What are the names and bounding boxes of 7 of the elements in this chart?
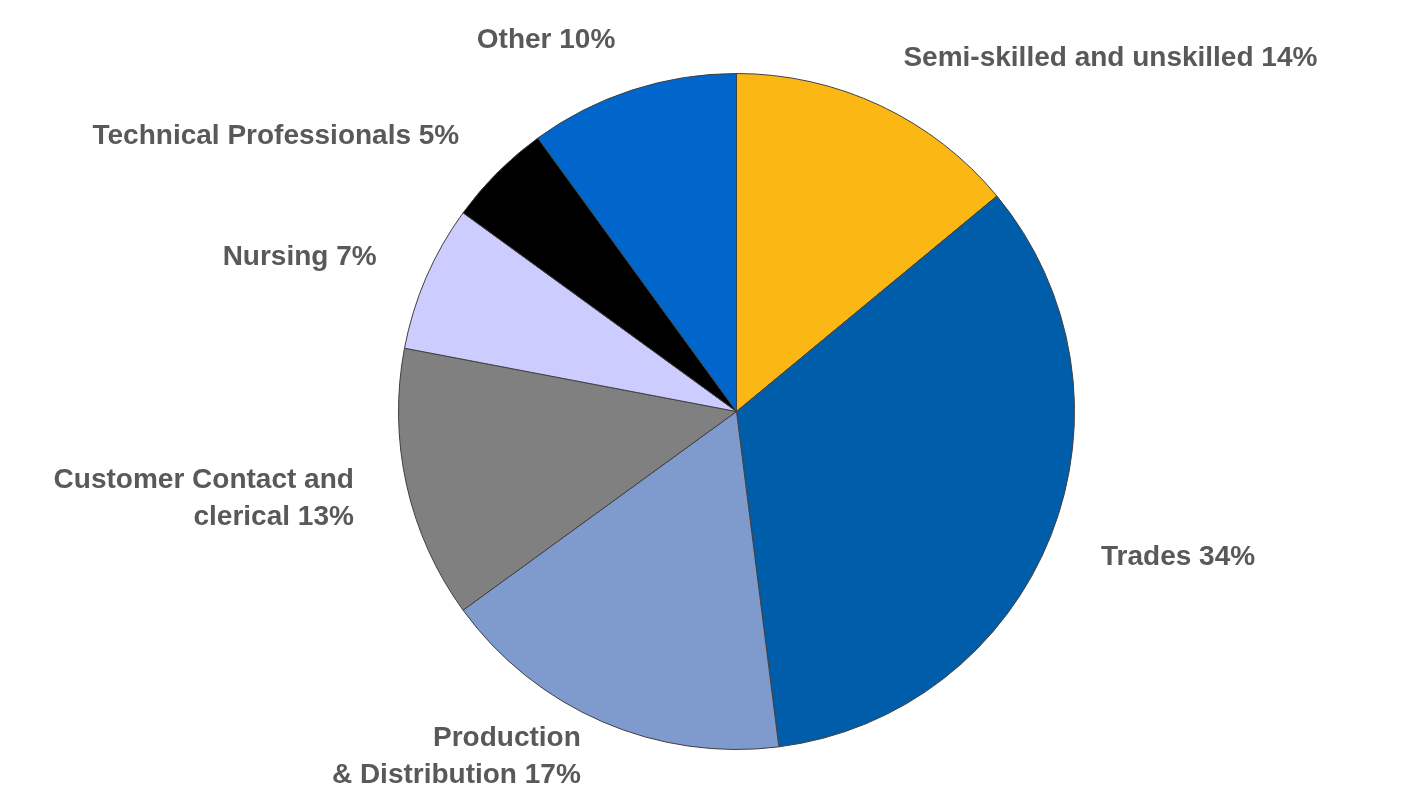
slice-label: Customer Contact and clerical 13%: [53, 462, 354, 532]
slice-label: Nursing 7%: [222, 240, 377, 272]
slice-label: Technical Professionals 5%: [92, 118, 460, 150]
slice-label: Production & Distribution 17%: [331, 721, 581, 790]
slice-label: Trades 34%: [1101, 540, 1256, 572]
slice-label: Other 10%: [476, 23, 616, 55]
slice-label: Semi-skilled and unskilled 14%: [903, 41, 1318, 73]
